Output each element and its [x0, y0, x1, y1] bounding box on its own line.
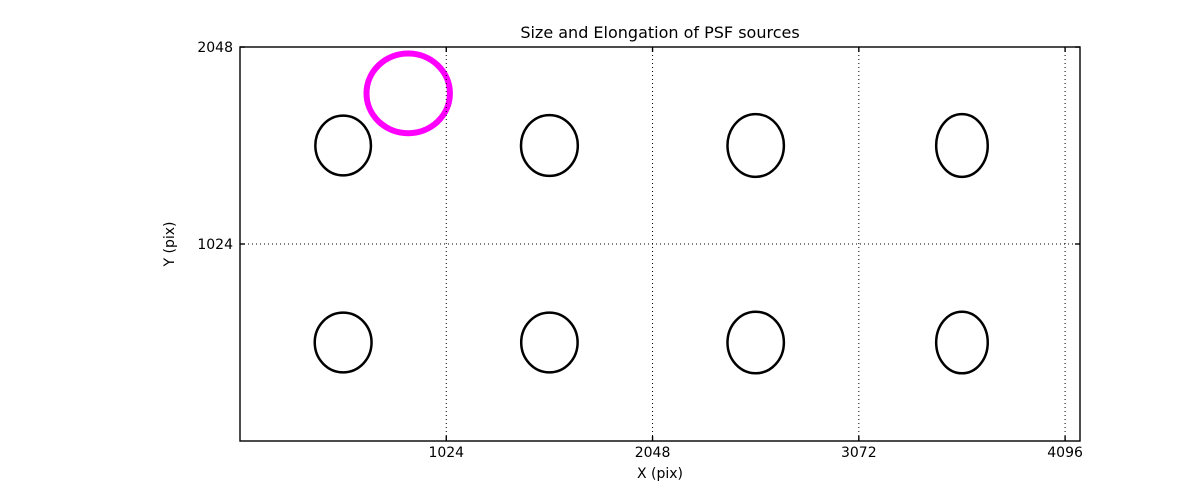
x-tick-label: 2048: [635, 445, 671, 461]
x-axis-label: X (pix): [636, 466, 684, 482]
x-tick-label: 4096: [1047, 445, 1083, 461]
reference-circle: [363, 50, 453, 137]
x-tick-label: 1024: [428, 445, 464, 461]
y-axis-label: Y (pix): [162, 221, 178, 267]
psf-ellipse: [726, 310, 786, 375]
psf-ellipse: [934, 112, 989, 179]
chart-title: Size and Elongation of PSF sources: [520, 23, 800, 42]
x-tick-label: 3072: [841, 445, 877, 461]
y-tick-label: 2048: [197, 40, 233, 56]
psf-ellipse: [519, 311, 579, 374]
psf-ellipse: [314, 114, 373, 177]
psf-ellipse: [313, 311, 373, 374]
psf-ellipse: [726, 112, 786, 179]
psf-ellipse: [519, 113, 580, 178]
y-tick-label: 1024: [197, 237, 233, 253]
psf-ellipse: [934, 310, 989, 375]
